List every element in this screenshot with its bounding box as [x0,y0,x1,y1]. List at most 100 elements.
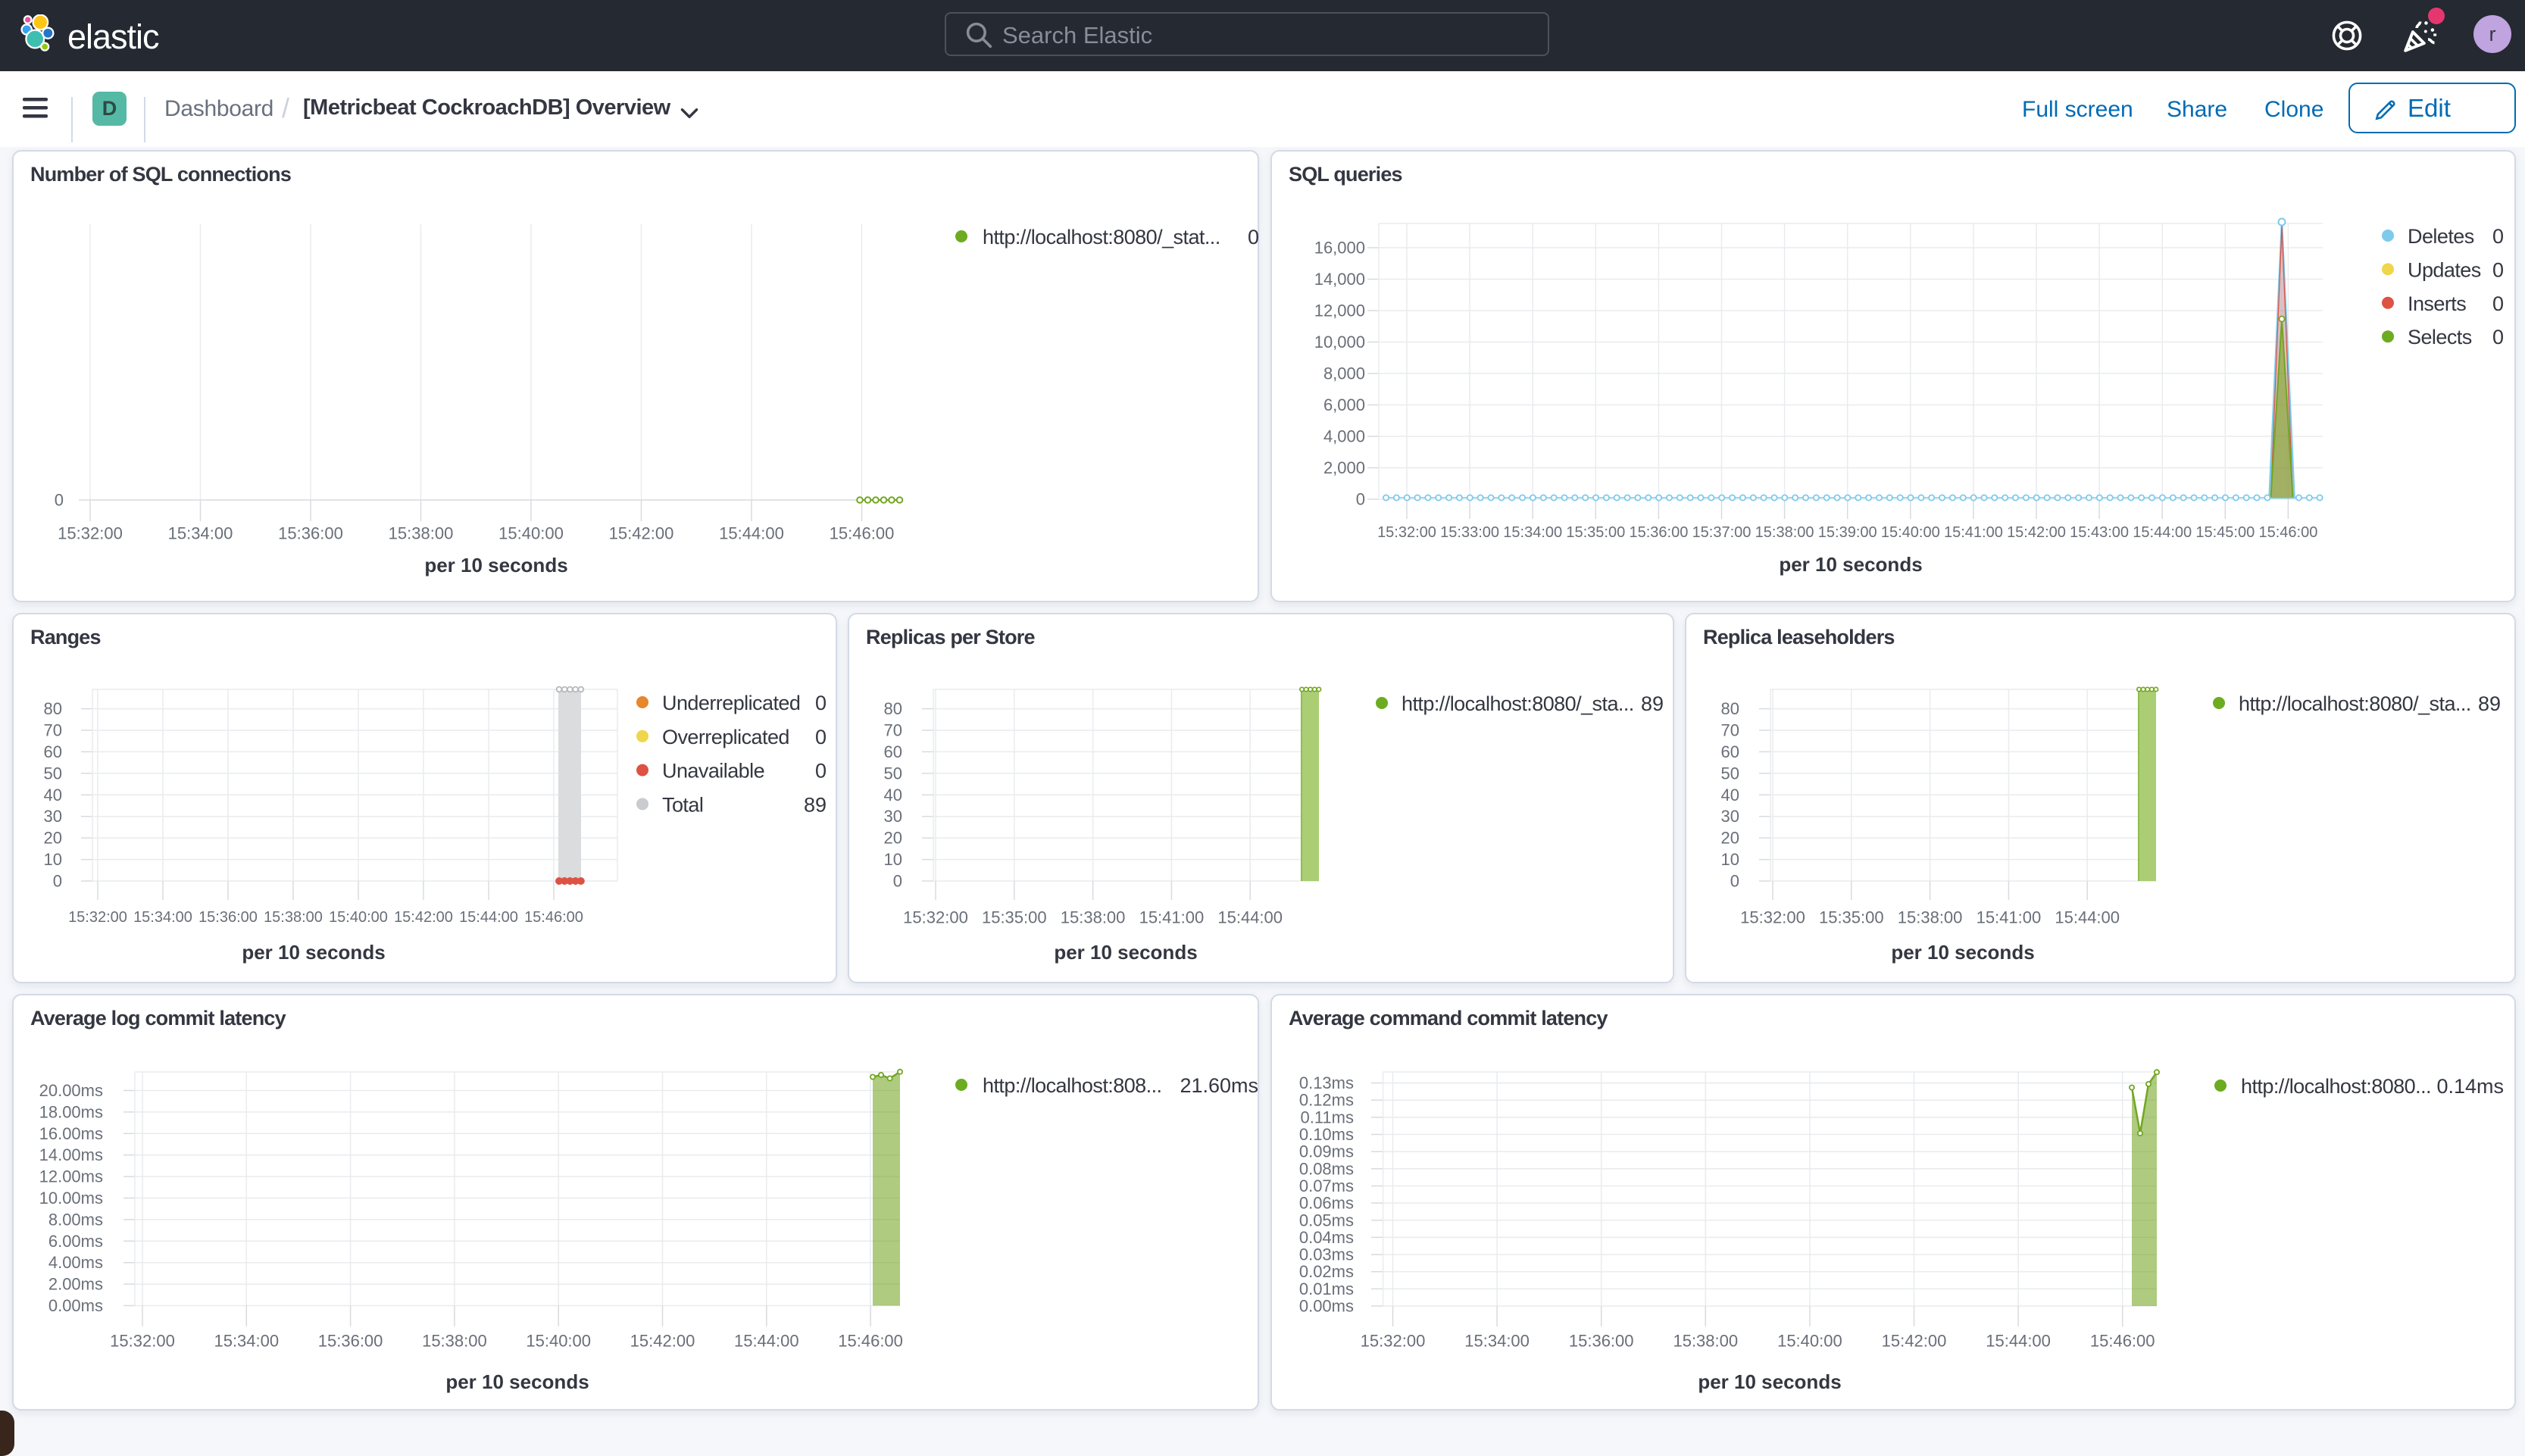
svg-text:15:34:00: 15:34:00 [133,909,192,926]
svg-text:0.08ms: 0.08ms [1299,1159,1354,1178]
svg-text:15:34:00: 15:34:00 [168,524,233,543]
svg-text:15:42:00: 15:42:00 [609,524,674,543]
svg-text:16,000: 16,000 [1314,239,1365,258]
svg-text:15:44:00: 15:44:00 [1986,1332,2051,1351]
svg-text:15:36:00: 15:36:00 [1569,1332,1634,1351]
svg-text:16.00ms: 16.00ms [39,1124,103,1143]
svg-text:21.60ms: 21.60ms [1180,1074,1258,1097]
svg-text:30: 30 [884,807,902,826]
svg-text:Overreplicated: Overreplicated [662,726,789,748]
svg-text:Ranges: Ranges [30,626,101,648]
svg-text:Replica leaseholders: Replica leaseholders [1703,626,1895,648]
svg-text:30: 30 [44,807,62,826]
svg-text:40: 40 [1721,786,1739,805]
svg-text:2,000: 2,000 [1323,458,1365,477]
svg-text:0: 0 [815,726,827,748]
svg-text:http://localhost:8080/_sta...: http://localhost:8080/_sta... [2239,692,2471,715]
svg-text:15:35:00: 15:35:00 [1819,908,1884,927]
svg-text:70: 70 [1721,721,1739,740]
svg-text:0.07ms: 0.07ms [1299,1176,1354,1195]
svg-text:15:44:00: 15:44:00 [1217,908,1283,927]
svg-text:60: 60 [884,742,902,761]
svg-text:0: 0 [55,491,64,510]
svg-text:15:46:00: 15:46:00 [838,1332,903,1351]
svg-text:0.05ms: 0.05ms [1299,1211,1354,1229]
svg-text:15:46:00: 15:46:00 [2258,524,2317,541]
svg-text:0.09ms: 0.09ms [1299,1142,1354,1161]
svg-text:per 10 seconds: per 10 seconds [1054,941,1197,964]
svg-text:15:34:00: 15:34:00 [1464,1332,1530,1351]
svg-text:Updates: Updates [2408,258,2481,281]
svg-text:89: 89 [1641,692,1664,715]
svg-text:0.04ms: 0.04ms [1299,1228,1354,1247]
svg-text:0.02ms: 0.02ms [1299,1262,1354,1281]
svg-text:Underreplicated: Underreplicated [662,692,800,714]
svg-text:89: 89 [804,793,827,816]
svg-text:15:44:00: 15:44:00 [459,909,518,926]
svg-text:60: 60 [44,742,62,761]
svg-text:15:36:00: 15:36:00 [1629,524,1688,541]
svg-text:2.00ms: 2.00ms [48,1275,103,1294]
svg-text:15:34:00: 15:34:00 [214,1332,279,1351]
svg-text:0.01ms: 0.01ms [1299,1279,1354,1298]
svg-text:15:36:00: 15:36:00 [198,909,258,926]
svg-text:15:35:00: 15:35:00 [1566,524,1625,541]
svg-text:0.06ms: 0.06ms [1299,1194,1354,1213]
svg-text:per 10 seconds: per 10 seconds [1891,941,2034,964]
svg-text:15:32:00: 15:32:00 [110,1332,175,1351]
svg-text:15:44:00: 15:44:00 [734,1332,799,1351]
svg-text:15:42:00: 15:42:00 [630,1332,695,1351]
svg-text:http://localhost:8080/_sta...: http://localhost:8080/_sta... [1402,692,1634,715]
svg-text:0: 0 [2492,258,2504,281]
svg-text:per 10 seconds: per 10 seconds [1698,1370,1841,1393]
svg-text:15:38:00: 15:38:00 [1061,908,1126,927]
svg-text:15:46:00: 15:46:00 [830,524,895,543]
svg-text:15:38:00: 15:38:00 [264,909,323,926]
svg-text:30: 30 [1721,807,1739,826]
svg-text:0: 0 [893,872,902,891]
svg-text:20: 20 [1721,829,1739,848]
svg-text:0: 0 [2492,326,2504,348]
svg-text:0.03ms: 0.03ms [1299,1245,1354,1264]
svg-text:10: 10 [44,850,62,869]
svg-text:15:43:00: 15:43:00 [2070,524,2129,541]
svg-text:0: 0 [815,692,827,714]
svg-text:0: 0 [1730,872,1739,891]
svg-text:40: 40 [884,786,902,805]
svg-text:14,000: 14,000 [1314,270,1365,289]
svg-text:15:40:00: 15:40:00 [498,524,564,543]
svg-text:15:46:00: 15:46:00 [524,909,583,926]
svg-text:12,000: 12,000 [1314,302,1365,320]
svg-text:15:42:00: 15:42:00 [2007,524,2066,541]
svg-text:4.00ms: 4.00ms [48,1253,103,1272]
svg-text:0.11ms: 0.11ms [1300,1108,1354,1126]
svg-text:60: 60 [1721,742,1739,761]
svg-text:15:41:00: 15:41:00 [1944,524,2003,541]
svg-text:15:32:00: 15:32:00 [1361,1332,1426,1351]
svg-text:0: 0 [53,872,62,891]
svg-text:0.13ms: 0.13ms [1299,1073,1354,1092]
svg-text:15:38:00: 15:38:00 [1673,1332,1738,1351]
svg-text:15:32:00: 15:32:00 [1740,908,1805,927]
svg-text:Average command commit latency: Average command commit latency [1289,1007,1608,1030]
svg-text:50: 50 [884,764,902,783]
svg-text:15:32:00: 15:32:00 [1377,524,1436,541]
svg-text:15:44:00: 15:44:00 [719,524,784,543]
svg-text:15:38:00: 15:38:00 [1755,524,1814,541]
svg-text:http://localhost:8080/_stat...: http://localhost:8080/_stat... [983,226,1220,248]
svg-text:15:41:00: 15:41:00 [1977,908,2042,927]
svg-text:70: 70 [44,721,62,740]
svg-text:15:34:00: 15:34:00 [1503,524,1562,541]
svg-text:per 10 seconds: per 10 seconds [1779,553,1922,576]
svg-text:15:44:00: 15:44:00 [2133,524,2192,541]
svg-text:0: 0 [1248,226,1259,248]
svg-text:per 10 seconds: per 10 seconds [424,554,567,576]
svg-text:70: 70 [884,721,902,740]
svg-text:10: 10 [1721,850,1739,869]
svg-text:20: 20 [884,829,902,848]
svg-text:6.00ms: 6.00ms [48,1232,103,1251]
svg-text:0: 0 [815,760,827,783]
svg-text:15:42:00: 15:42:00 [1882,1332,1947,1351]
svg-text:6,000: 6,000 [1323,395,1365,414]
svg-text:Replicas per Store: Replicas per Store [866,626,1035,648]
